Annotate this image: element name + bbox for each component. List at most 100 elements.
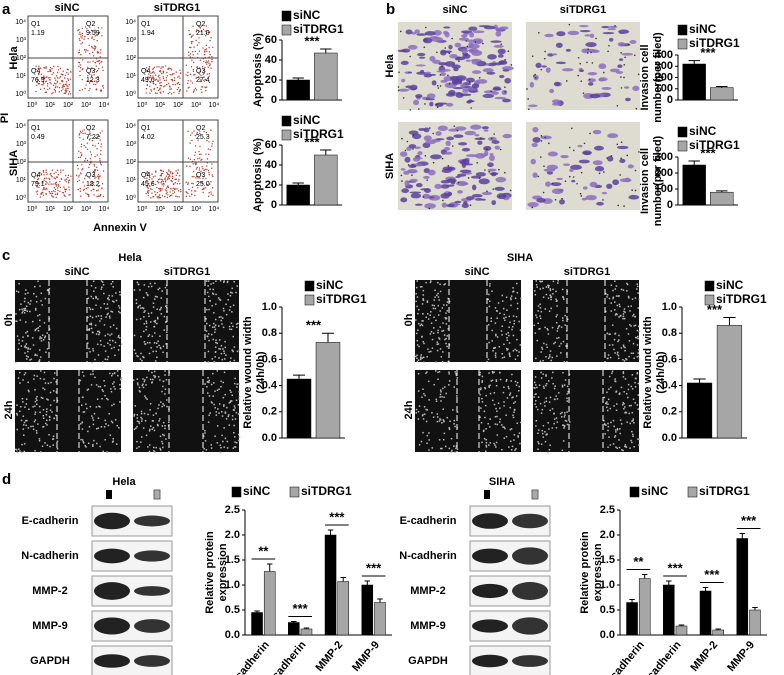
cell-texture: [487, 324, 490, 326]
flow-dot: [149, 185, 151, 187]
cell-texture: [556, 305, 558, 307]
flow-dot: [37, 78, 39, 81]
wound-image: [415, 370, 521, 452]
cell-texture: [538, 384, 541, 386]
cell-texture: [481, 401, 484, 403]
cell-texture: [509, 406, 511, 409]
flow-dot: [78, 134, 80, 136]
cell-texture: [439, 389, 442, 391]
quadrant-value: 1.94: [141, 30, 155, 37]
flow-dot: [171, 180, 173, 183]
cell-texture: [485, 439, 487, 441]
cell-texture: [548, 285, 550, 287]
cell-texture: [556, 337, 558, 340]
cell: [414, 29, 421, 34]
cell-texture: [555, 321, 558, 324]
cell-texture: [547, 329, 549, 331]
row-label: 0h: [403, 313, 415, 326]
cell-texture: [443, 283, 445, 286]
cell-texture: [218, 412, 220, 414]
flow-dot: [56, 192, 59, 194]
cell-texture: [622, 376, 625, 378]
pore: [590, 51, 592, 54]
cell-texture: [111, 281, 114, 283]
flow-dot: [78, 133, 81, 135]
cell-texture: [615, 285, 618, 287]
flow-dot: [198, 153, 201, 156]
cell-texture: [489, 300, 491, 302]
cell-texture: [148, 352, 151, 355]
flow-dot: [200, 88, 202, 91]
cell-texture: [118, 337, 121, 339]
flow-dot: [54, 77, 56, 79]
cell-texture: [21, 308, 23, 311]
cell-texture: [445, 312, 447, 314]
cell-texture: [499, 418, 501, 420]
flow-dot: [83, 129, 85, 131]
cell-texture: [119, 388, 122, 390]
cell: [459, 169, 472, 174]
pore: [468, 81, 471, 83]
cell-texture: [433, 304, 436, 307]
cell-texture: [495, 380, 498, 383]
cell-texture: [560, 342, 562, 345]
flow-dot: [192, 170, 195, 173]
cell-texture: [39, 325, 41, 328]
cell-texture: [95, 384, 98, 386]
cell-texture: [18, 342, 20, 345]
flow-dot: [69, 93, 72, 95]
cell-texture: [237, 413, 240, 415]
flow-dot: [98, 195, 101, 197]
cell-texture: [549, 396, 552, 399]
cell: [607, 28, 617, 31]
cell-texture: [445, 392, 447, 395]
cell-texture: [219, 280, 222, 282]
cell-texture: [440, 400, 442, 402]
cell-texture: [136, 382, 139, 384]
flow-dot: [194, 190, 196, 192]
pore: [526, 88, 528, 90]
flow-dot: [158, 195, 160, 198]
cell-texture: [547, 422, 549, 424]
cell-texture: [215, 280, 217, 282]
bar: [710, 191, 734, 206]
flow-dot: [207, 148, 209, 150]
pore: [436, 85, 439, 87]
pore: [441, 157, 444, 160]
cell-texture: [537, 396, 540, 398]
flow-dot: [44, 91, 46, 94]
cell-texture: [539, 317, 542, 320]
cell-texture: [137, 305, 140, 308]
cell-texture: [22, 336, 24, 338]
cell-texture: [499, 371, 501, 374]
cell-texture: [112, 339, 114, 342]
cell-texture: [437, 343, 440, 345]
flow-dot: [42, 84, 44, 86]
pore: [491, 137, 493, 140]
flow-dot: [42, 77, 44, 79]
cell-texture: [437, 371, 439, 374]
column-header: siNC: [64, 266, 89, 278]
cell-texture: [144, 310, 146, 312]
flow-dot: [176, 88, 179, 91]
cell: [501, 89, 508, 96]
cell-texture: [618, 446, 621, 449]
flow-dot: [45, 169, 47, 171]
cell-texture: [142, 355, 144, 358]
cell-texture: [145, 384, 147, 386]
flow-dot: [98, 31, 101, 34]
cell-texture: [209, 288, 211, 291]
flow-dot: [94, 49, 96, 51]
flow-dot: [199, 80, 201, 83]
cell: [590, 49, 600, 54]
cell-texture: [209, 412, 211, 414]
flow-dot: [194, 50, 197, 53]
error-bar: [292, 77, 304, 80]
cell-texture: [520, 421, 522, 424]
cell-texture: [108, 413, 110, 415]
flow-dot: [200, 75, 202, 77]
flow-dot: [188, 54, 190, 56]
cell-texture: [166, 405, 168, 408]
cell-texture: [165, 343, 167, 345]
cell-texture: [159, 335, 161, 337]
